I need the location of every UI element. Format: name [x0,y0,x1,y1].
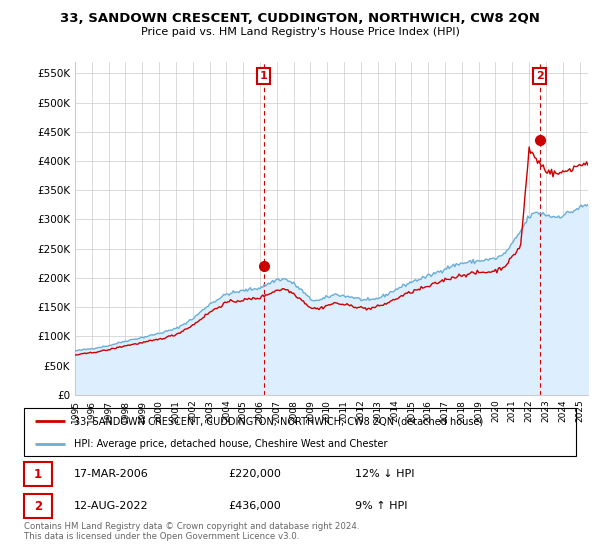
Text: Contains HM Land Registry data © Crown copyright and database right 2024.: Contains HM Land Registry data © Crown c… [24,522,359,531]
Text: 12% ↓ HPI: 12% ↓ HPI [355,469,415,479]
Bar [24,462,52,486]
Bar [24,494,52,519]
Text: 33, SANDOWN CRESCENT, CUDDINGTON, NORTHWICH, CW8 2QN: 33, SANDOWN CRESCENT, CUDDINGTON, NORTHW… [60,12,540,25]
Text: £220,000: £220,000 [228,469,281,479]
Text: 17-MAR-2006: 17-MAR-2006 [74,469,148,479]
Text: 1: 1 [260,71,268,81]
Text: 1: 1 [34,468,42,480]
Text: 2: 2 [536,71,544,81]
Text: 33, SANDOWN CRESCENT, CUDDINGTON, NORTHWICH, CW8 2QN (detached house): 33, SANDOWN CRESCENT, CUDDINGTON, NORTHW… [74,416,483,426]
Text: 9% ↑ HPI: 9% ↑ HPI [355,501,408,511]
Text: This data is licensed under the Open Government Licence v3.0.: This data is licensed under the Open Gov… [24,532,299,541]
Text: 12-AUG-2022: 12-AUG-2022 [74,501,148,511]
Text: Price paid vs. HM Land Registry's House Price Index (HPI): Price paid vs. HM Land Registry's House … [140,27,460,37]
Text: 2: 2 [34,500,42,513]
Text: HPI: Average price, detached house, Cheshire West and Chester: HPI: Average price, detached house, Ches… [74,439,387,449]
Text: £436,000: £436,000 [228,501,281,511]
